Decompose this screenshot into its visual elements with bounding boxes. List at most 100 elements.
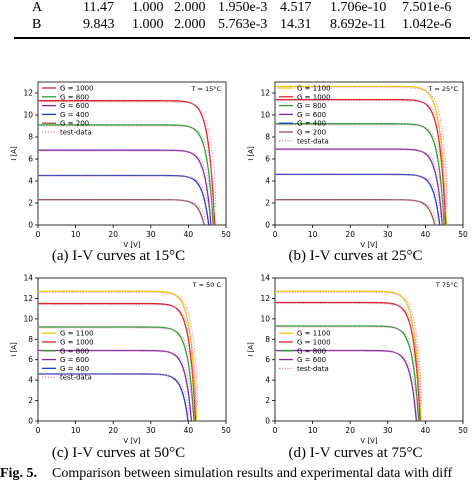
- subfigure-caption-a: (a) I-V curves at 15°C: [51, 248, 186, 264]
- plot-frame: [274, 81, 464, 226]
- table-cell: 5.763e-3: [218, 17, 268, 32]
- legend-label: G = 600: [297, 356, 326, 364]
- test-data-line-g1100: [275, 87, 448, 207]
- x-tick-label: 50: [221, 426, 231, 435]
- y-tick-label: 6: [28, 155, 33, 164]
- table-cell: 9.843: [83, 17, 115, 32]
- y-tick-label: 8: [28, 133, 33, 142]
- y-tick-label: 2: [28, 396, 33, 405]
- x-tick-label: 20: [345, 426, 355, 435]
- legend-label: test-data: [60, 129, 92, 137]
- series-line-g400: [38, 373, 189, 422]
- figure-caption-text: Comparison between simulation results an…: [52, 466, 453, 481]
- table-row: B 9.843 1.000 2.000 5.763e-3 14.31 8.692…: [0, 17, 474, 33]
- test-data-line-g200: [38, 199, 206, 222]
- series-line-g1000: [275, 98, 447, 226]
- test-data-line-g1000: [38, 101, 217, 209]
- table-cell: 14.31: [280, 17, 312, 32]
- table-cell: 11.47: [83, 0, 114, 15]
- x-tick-label: 10: [308, 426, 318, 435]
- y-tick-label: 4: [28, 376, 33, 385]
- y-tick-label: 12: [23, 89, 33, 98]
- x-tick-label: 40: [421, 426, 431, 435]
- x-axis-label: V [V]: [123, 241, 141, 249]
- series-line-g600: [275, 148, 443, 226]
- table-cell: 1.950e-3: [218, 0, 268, 15]
- y-tick-label: 2: [265, 396, 270, 405]
- table-cell: 1.000: [132, 0, 164, 15]
- table-cell: 8.692e-11: [330, 17, 386, 32]
- table-cell: 1.706e-10: [330, 0, 387, 15]
- y-axis-label: I [A]: [10, 342, 18, 357]
- test-data-line-g600: [38, 150, 213, 216]
- figure-caption-label: Fig. 5.: [0, 466, 37, 481]
- y-axis-label: I [A]: [247, 146, 255, 161]
- x-tick-label: 30: [146, 230, 156, 239]
- temperature-annotation: T = 25°C: [427, 85, 458, 93]
- legend-label: G = 600: [297, 111, 326, 119]
- legend-label: G = 200: [297, 129, 326, 137]
- legend-label: G = 800: [60, 93, 89, 101]
- y-tick-label: 10: [23, 111, 33, 120]
- test-data-line-g400: [38, 175, 211, 219]
- y-tick-label: 4: [265, 177, 270, 186]
- legend-label: G = 400: [60, 365, 89, 373]
- plot-frame: [37, 277, 227, 422]
- y-tick-label: 0: [265, 417, 270, 426]
- parameter-table: A 11.47 1.000 2.000 1.950e-3 4.517 1.706…: [0, 0, 474, 40]
- y-tick-label: 8: [265, 133, 270, 142]
- legend-label: G = 600: [60, 356, 89, 364]
- series-line-g1100: [275, 85, 448, 226]
- series-line-g400: [38, 174, 210, 226]
- plot-frame: [274, 277, 464, 422]
- test-data-line-g800: [275, 124, 446, 212]
- series-line-g600: [38, 349, 193, 422]
- series-line-g800: [38, 124, 214, 226]
- legend-label: G = 800: [60, 347, 89, 355]
- series-line-g600: [38, 149, 212, 226]
- y-tick-label: 2: [28, 199, 33, 208]
- x-tick-label: 40: [184, 426, 194, 435]
- iv-chart-a: 0 10 20 30 40 50 0 2 4 6 8 10 12 V [V] I [A] T = 15°C G …: [0, 72, 237, 290]
- series-line-g1000: [38, 302, 197, 422]
- y-tick-label: 0: [28, 221, 33, 230]
- x-tick-label: 40: [184, 230, 194, 239]
- y-tick-label: 10: [260, 314, 270, 323]
- series-line-g800: [275, 123, 445, 226]
- legend-label: G = 1100: [297, 85, 331, 93]
- subfigure-caption-c: (c) I-V curves at 50°C: [51, 445, 186, 461]
- x-tick-label: 40: [421, 230, 431, 239]
- x-tick-label: 0: [273, 230, 278, 239]
- legend-label: G = 200: [60, 120, 89, 128]
- iv-chart-c-svg: 0 10 20 30 40 50 0 2 4 6 8 10 12 14 V [V] I [A] T = 50 C…: [10, 274, 231, 446]
- test-data-line-g1000: [275, 100, 448, 209]
- legend-label: G = 1000: [60, 85, 94, 93]
- test-data-line-g600: [275, 149, 444, 216]
- iv-chart-c: 0 10 20 30 40 50 0 2 4 6 8 10 12 14 V [V] I [A] T = 50 C…: [0, 268, 237, 486]
- x-axis-label: V [V]: [360, 437, 378, 445]
- series-line-g800: [275, 325, 420, 422]
- y-tick-label: 12: [260, 89, 270, 98]
- y-tick-label: 6: [28, 355, 33, 364]
- legend-label: test-data: [297, 365, 329, 373]
- legend-label: G = 400: [60, 111, 89, 119]
- y-tick-label: 14: [260, 274, 270, 283]
- test-data-line-g200: [275, 199, 437, 222]
- legend-label: G = 400: [297, 120, 326, 128]
- y-tick-label: 0: [28, 417, 33, 426]
- x-tick-label: 50: [458, 426, 468, 435]
- y-tick-label: 4: [265, 376, 270, 385]
- y-tick-label: 2: [265, 199, 270, 208]
- table-cell: 1.042e-6: [402, 17, 452, 32]
- iv-chart-a-svg: 0 10 20 30 40 50 0 2 4 6 8 10 12 V [V] I [A] T = 15°C G …: [10, 81, 231, 249]
- x-tick-label: 0: [36, 230, 41, 239]
- y-axis-label: I [A]: [247, 342, 255, 357]
- iv-chart-d: 0 10 20 30 40 50 0 2 4 6 8 10 12 14 V [V] I [A] T 75°C G …: [237, 268, 474, 486]
- x-tick-label: 30: [383, 230, 393, 239]
- x-tick-label: 20: [108, 426, 118, 435]
- test-data-line-g1100: [275, 292, 423, 407]
- temperature-annotation: T 75°C: [435, 281, 459, 289]
- y-tick-label: 8: [265, 335, 270, 344]
- x-tick-label: 10: [71, 230, 81, 239]
- series-line-g1100: [38, 290, 198, 422]
